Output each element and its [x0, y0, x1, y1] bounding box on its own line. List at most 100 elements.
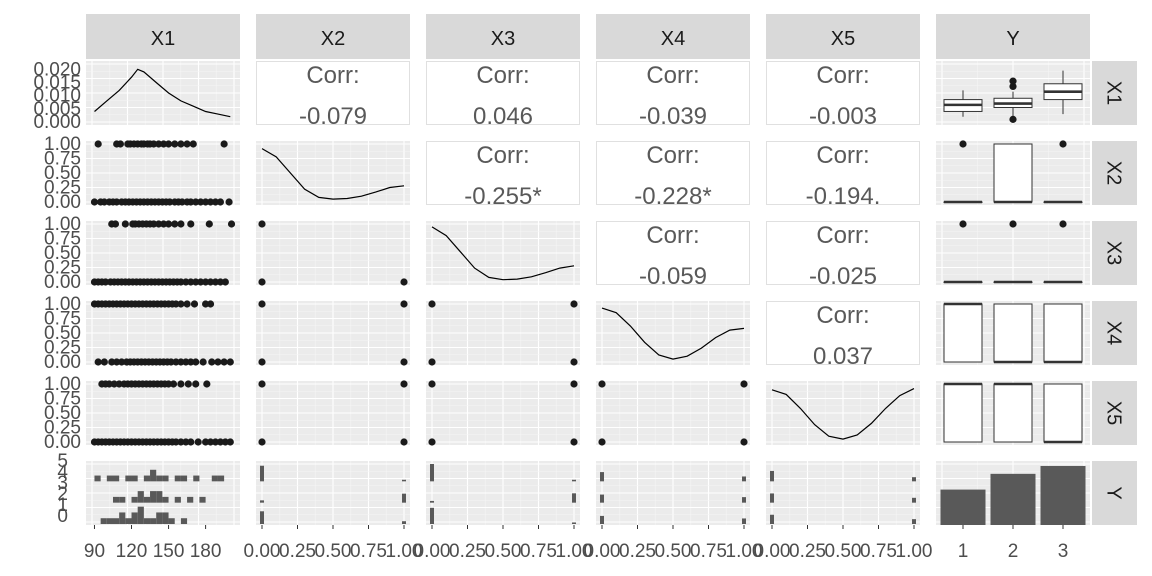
scatter-point	[169, 380, 178, 388]
scatter-point	[211, 438, 220, 446]
scatter-point	[94, 140, 102, 148]
y-tick-label: 0.020	[33, 59, 81, 80]
hist-bar	[143, 496, 151, 503]
hist-bar	[131, 475, 138, 482]
corr-label: Corr:	[816, 142, 869, 169]
hist-bar	[112, 496, 120, 503]
scatter-point	[177, 358, 185, 366]
x-tick-label: 90	[84, 541, 105, 562]
spike-bar	[402, 493, 406, 503]
scatter-point	[740, 438, 748, 446]
scatter-point	[205, 220, 213, 228]
corr-panel-border	[596, 141, 750, 205]
y-tick-label: 0.50	[44, 403, 81, 424]
box-outlier	[1059, 220, 1067, 228]
hist-bar	[112, 475, 120, 482]
x-tick-label: 0.75	[690, 541, 727, 562]
corr-panel-border	[766, 141, 920, 205]
scatter-point	[221, 278, 229, 286]
spike-bar	[600, 515, 604, 524]
corr-label: Corr:	[476, 142, 529, 169]
scatter-point	[221, 438, 229, 446]
spike-bar	[430, 507, 434, 524]
scatter-point	[192, 198, 200, 206]
scatter-point	[194, 438, 202, 446]
strip-right	[1092, 221, 1137, 285]
panel-grid	[426, 221, 580, 285]
scatter-point	[226, 438, 234, 446]
hist-bar	[131, 512, 138, 524]
scatter-point	[164, 220, 173, 228]
y-tick-label: 0.75	[44, 389, 81, 410]
y-tick-label: 0.75	[44, 309, 81, 330]
box-body	[993, 303, 1033, 363]
y-tick-label: 0.000	[33, 112, 81, 133]
scatter-point	[570, 438, 578, 446]
hist-bar	[156, 475, 163, 482]
strip-top	[596, 14, 750, 59]
scatter-point	[160, 220, 168, 228]
spike-bar	[260, 500, 264, 503]
scatter-point	[177, 438, 185, 446]
scatter-point	[183, 140, 191, 148]
y-tick-label: 3	[57, 473, 68, 494]
corr-panel	[765, 300, 921, 366]
y-tick-label: 0.25	[44, 418, 81, 439]
bar	[940, 489, 986, 525]
scatter-point	[100, 198, 108, 206]
corr-panel	[595, 60, 751, 126]
box-outlier	[1009, 82, 1017, 91]
corr-label: Corr:	[816, 62, 869, 89]
density-line-x5	[771, 388, 915, 440]
scatter-point	[203, 380, 211, 388]
panel-grid	[256, 141, 410, 205]
scatter-point	[182, 438, 190, 446]
scatter-point	[164, 140, 173, 148]
corr-panel	[425, 60, 581, 126]
hist-bar	[156, 512, 163, 524]
x-tick-label: 2	[1008, 541, 1019, 562]
box-outlier	[1009, 115, 1017, 123]
x-tick-label: 150	[153, 541, 185, 562]
corr-panel-border	[766, 221, 920, 285]
x-tick-label: 0.00	[754, 541, 791, 562]
box-outlier	[959, 140, 967, 148]
scatter-point	[94, 358, 102, 366]
corr-label: Corr:	[306, 62, 359, 89]
y-tick-label: 0.015	[33, 72, 81, 93]
y-tick-label: 5	[57, 451, 68, 472]
y-tick-label: 0.00	[44, 432, 81, 453]
scatter-point	[258, 300, 266, 308]
scatter-point	[187, 438, 195, 446]
scatter-point	[428, 358, 436, 366]
hist-bar	[162, 475, 169, 482]
corr-label: Corr:	[646, 62, 699, 89]
scatter-point	[171, 220, 179, 228]
hist-bar	[131, 496, 138, 503]
corr-panel-border	[766, 61, 920, 125]
strip-top-label: Y	[1006, 28, 1019, 50]
spike-bar	[742, 476, 746, 482]
scatter-point	[155, 220, 163, 228]
scatter-point	[197, 198, 205, 206]
box-outlier	[959, 220, 967, 228]
hist-bar	[106, 475, 113, 482]
scatter-point	[206, 198, 215, 206]
y-tick-label: 0.25	[44, 258, 81, 279]
panel-grid	[256, 301, 410, 365]
scatter-point	[184, 380, 192, 388]
corr-panel-border	[256, 61, 410, 125]
hist-bar	[125, 475, 132, 482]
scatter-point	[258, 438, 266, 446]
corr-panel	[425, 140, 581, 206]
scatter-point	[167, 358, 175, 366]
hist-bar	[100, 518, 107, 524]
strip-right	[1092, 61, 1137, 125]
scatter-point	[227, 220, 236, 228]
hist-bar	[137, 506, 144, 524]
x-tick-label: 0.25	[279, 541, 316, 562]
spike-bar	[742, 518, 746, 524]
scatter-point	[202, 198, 210, 206]
hist-bar	[150, 491, 157, 503]
scatter-point	[150, 220, 158, 228]
